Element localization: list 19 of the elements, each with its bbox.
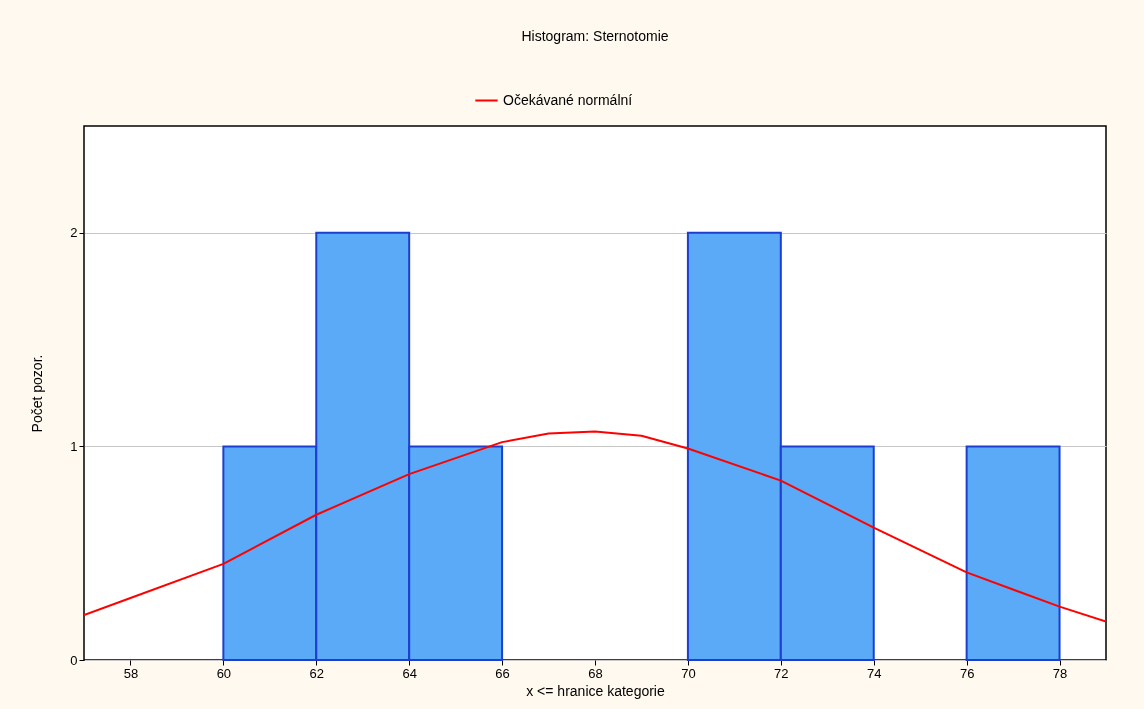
x-tick-label: 62 [309,665,325,681]
legend-label: Očekávané normální [503,91,633,108]
x-tick-label: 60 [216,665,232,681]
x-tick-label: 72 [774,665,789,681]
x-tick-label: 64 [402,665,417,681]
line-series [84,430,1106,623]
x-tick-label: 58 [123,665,139,681]
x-tick-label: 70 [681,665,696,681]
y-tick-label: 2 [70,225,78,241]
x-tick-label: 78 [1052,665,1068,681]
y-tick-label: 0 [70,652,78,668]
x-tick-label: 68 [588,665,603,681]
x-tick-label: 76 [959,665,975,681]
chart-title: Histogram: Sternotomie [521,28,669,44]
y-axis-title: Počet pozor. [29,354,46,433]
x-tick-label: 66 [495,665,510,681]
x-axis-title: x <= hranice kategorie [526,682,665,699]
x-tick-label: 74 [866,665,882,681]
y-tick-label: 1 [70,438,78,454]
